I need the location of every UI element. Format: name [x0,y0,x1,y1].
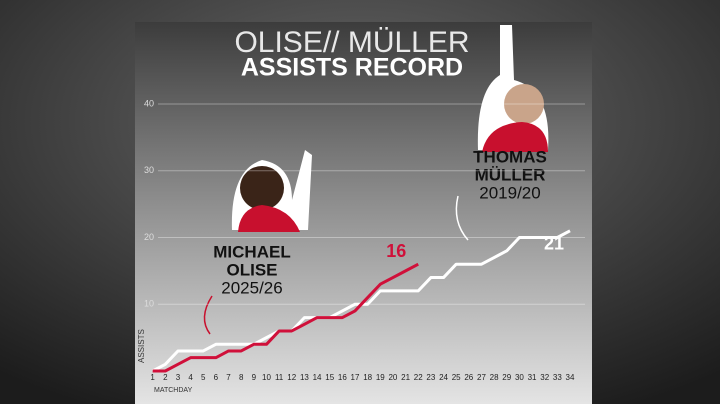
x-tick-label: 28 [490,373,499,382]
x-tick-label: 9 [252,373,257,382]
x-tick-label: 19 [376,373,385,382]
olise-photo [231,150,312,232]
value-label: 21 [544,234,564,254]
x-tick-label: 30 [515,373,524,382]
x-tick-label: 5 [201,373,206,382]
value-label: 16 [386,241,406,261]
annotation: 2019/20 [479,183,540,202]
annotation: MICHAEL [213,242,290,261]
x-tick-label: 6 [214,373,219,382]
x-tick-label: 4 [188,373,193,382]
x-tick-label: 11 [275,373,284,382]
x-tick-label: 24 [439,373,448,382]
x-tick-label: 17 [351,373,360,382]
y-tick-label: 30 [144,165,154,175]
x-tick-label: 31 [528,373,537,382]
x-tick-label: 18 [363,373,372,382]
arrow [203,295,213,335]
x-tick-label: 29 [502,373,511,382]
annotation: 2025/26 [221,278,282,297]
annotation: OLISE [226,260,277,279]
x-tick-label: 25 [452,373,461,382]
x-tick-label: 13 [300,373,309,382]
x-tick-label: 7 [226,373,231,382]
x-tick-label: 27 [477,373,486,382]
x-tick-label: 23 [426,373,435,382]
x-tick-label: 3 [176,373,181,382]
chart-subtitle: ASSISTS RECORD [241,54,463,82]
x-tick-label: 32 [540,373,549,382]
y-tick-label: 40 [144,98,154,108]
muller-photo [477,25,549,152]
y-tick-label: 20 [144,232,154,242]
x-tick-label: 2 [163,373,168,382]
x-tick-label: 20 [388,373,397,382]
x-tick-label: 1 [150,373,155,382]
y-axis-label: ASSISTS [137,329,146,363]
x-tick-label: 8 [239,373,244,382]
x-tick-label: 16 [338,373,347,382]
x-tick-label: 10 [262,373,271,382]
x-tick-label: 26 [464,373,473,382]
y-tick-label: 10 [144,299,154,309]
x-tick-label: 12 [287,373,296,382]
annotation: THOMAS [473,147,547,166]
series-line [152,262,419,373]
x-axis-label: MATCHDAY [154,387,193,394]
x-tick-label: 15 [325,373,334,382]
x-tick-label: 14 [313,373,322,382]
x-tick-label: 21 [401,373,410,382]
x-tick-label: 34 [566,373,575,382]
chart-title: OLISE// MÜLLER [234,26,469,59]
x-tick-label: 22 [414,373,423,382]
annotation: MÜLLER [475,165,546,184]
arrow [455,195,469,241]
x-tick-label: 33 [553,373,562,382]
